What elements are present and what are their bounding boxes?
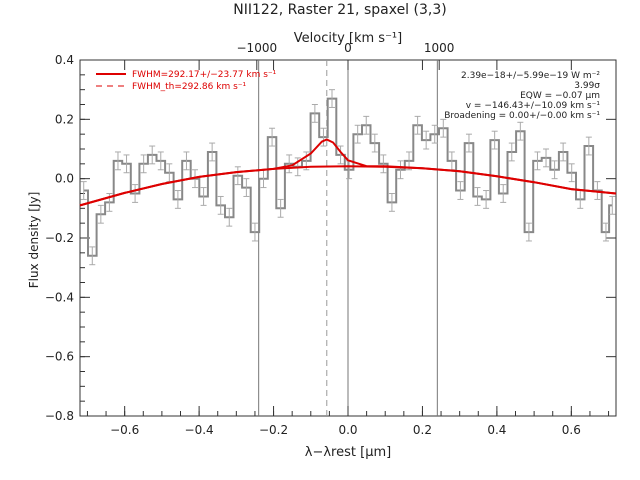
red-curve-fit xyxy=(79,138,617,207)
top-tick-label: 1000 xyxy=(424,41,455,55)
legend-label: FWHM=292.17+/−23.77 km s⁻¹ xyxy=(132,70,277,80)
x-tick-label: −0.4 xyxy=(185,423,214,437)
x-axis-label: λ−λrest [μm] xyxy=(305,445,391,460)
legend-label: FWHM_th=292.86 km s⁻¹ xyxy=(132,82,247,92)
annotation-text: Broadening = 0.00+/−0.00 km s⁻¹ xyxy=(444,111,600,121)
y-tick-label: 0.4 xyxy=(55,53,74,67)
x-tick-label: 0.4 xyxy=(487,423,506,437)
x-tick-label: 0.0 xyxy=(338,423,357,437)
plot-area: −0.6 −0.4 −0.2 0.0 0.2 0.4 0.6 −0.8 −0.6 −0.4 −0.2… xyxy=(45,41,617,437)
top-tick-label: −1000 xyxy=(237,41,278,55)
x-tick-label: −0.6 xyxy=(110,423,139,437)
y-tick-label: −0.8 xyxy=(45,409,74,423)
top-tick-label: 0 xyxy=(344,41,352,55)
top-axis-label: Velocity [km s⁻¹] xyxy=(294,31,402,46)
y-tick-label: 0.0 xyxy=(55,172,74,186)
annotation-text: 2.39e−18+/−5.99e−19 W m⁻² xyxy=(461,71,600,81)
chart-title: NII122, Raster 21, spaxel (3,3) xyxy=(233,2,446,18)
y-tick-label: −0.4 xyxy=(45,290,74,304)
x-tick-label: −0.2 xyxy=(259,423,288,437)
y-tick-label: 0.2 xyxy=(55,112,74,126)
y-axis-label: Flux density [Jy] xyxy=(27,192,41,289)
annotation-text: 3.99σ xyxy=(574,81,600,91)
y-tick-label: −0.6 xyxy=(45,350,74,364)
annotation-text: v = −146.43+/−10.09 km s⁻¹ xyxy=(466,101,601,111)
x-tick-label: 0.6 xyxy=(562,423,581,437)
y-tick-label: −0.2 xyxy=(45,231,74,245)
annotation-text: EQW = −0.07 μm xyxy=(520,91,600,101)
x-tick-label: 0.2 xyxy=(413,423,432,437)
